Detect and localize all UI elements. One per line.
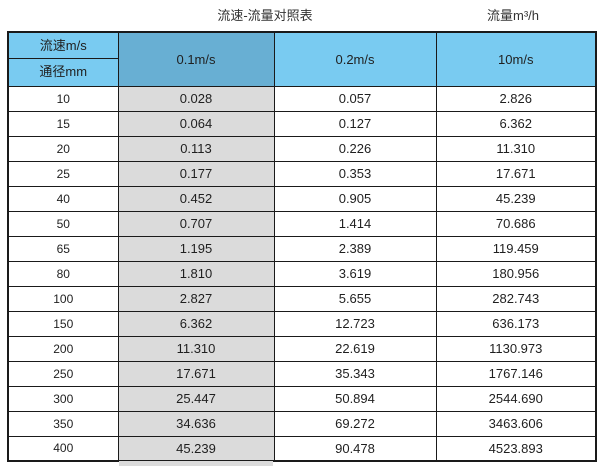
flow-value-cell: 0.353 (273, 160, 437, 187)
column-header-10ms: 10m/s (435, 31, 597, 87)
table-row: 65 1.195 2.389 119.459 (7, 235, 597, 262)
flow-value-cell: 6.362 (117, 310, 275, 337)
table-body: 流速m/s 通径mm 0.1m/s 0.2m/s 10m/s 10 0.028 0.… (7, 31, 597, 462)
flow-value-cell: 0.905 (273, 185, 437, 212)
flow-value-cell: 11.310 (435, 135, 597, 162)
table-row: 100 2.827 5.655 282.743 (7, 285, 597, 312)
table-row: 40 0.452 0.905 45.239 (7, 185, 597, 212)
table-row: 80 1.810 3.619 180.956 (7, 260, 597, 287)
flow-value-cell: 35.343 (273, 360, 437, 387)
page-title: 流速-流量对照表 (217, 8, 313, 23)
table-row: 25 0.177 0.353 17.671 (7, 160, 597, 187)
pipe-diameter-cell: 10 (7, 85, 119, 112)
flow-value-cell: 50.894 (273, 385, 437, 412)
corner-header-cell: 流速m/s 通径mm (7, 31, 119, 87)
table-row: 15 0.064 0.127 6.362 (7, 110, 597, 137)
flow-value-cell: 34.636 (117, 410, 275, 437)
flow-value-cell: 0.452 (117, 185, 275, 212)
flow-value-cell: 4523.893 (435, 435, 597, 462)
flow-value-cell: 2.826 (435, 85, 597, 112)
flow-value-cell: 1.414 (273, 210, 437, 237)
flow-value-cell: 0.127 (273, 110, 437, 137)
flow-value-cell: 12.723 (273, 310, 437, 337)
table-row: 10 0.028 0.057 2.826 (7, 85, 597, 112)
flow-value-cell: 25.447 (117, 385, 275, 412)
pipe-diameter-cell: 100 (7, 285, 119, 312)
column-header-0.2ms: 0.2m/s (273, 31, 437, 87)
pipe-diameter-cell: 40 (7, 185, 119, 212)
flow-value-cell: 0.226 (273, 135, 437, 162)
flow-value-cell: 70.686 (435, 210, 597, 237)
flow-value-cell: 1767.146 (435, 360, 597, 387)
pipe-diameter-cell: 20 (7, 135, 119, 162)
pipe-diameter-cell: 400 (7, 435, 119, 462)
flow-value-cell: 282.743 (435, 285, 597, 312)
flow-value-cell: 0.064 (117, 110, 275, 137)
pipe-diameter-cell: 200 (7, 335, 119, 362)
pipe-diameter-cell: 80 (7, 260, 119, 287)
pipe-diameter-cell: 25 (7, 160, 119, 187)
flow-value-cell: 1130.973 (435, 335, 597, 362)
gray-column-extension (119, 461, 273, 466)
pipe-diameter-cell: 350 (7, 410, 119, 437)
flow-unit-title: 流量m³/h (487, 8, 540, 23)
flow-value-cell: 90.478 (273, 435, 437, 462)
flow-rate-table: 流速m/s 通径mm 0.1m/s 0.2m/s 10m/s 10 0.028 0.… (7, 31, 597, 462)
flow-value-cell: 0.028 (117, 85, 275, 112)
flow-value-cell: 3.619 (273, 260, 437, 287)
flow-value-cell: 1.195 (117, 235, 275, 262)
flow-value-cell: 5.655 (273, 285, 437, 312)
pipe-diameter-cell: 65 (7, 235, 119, 262)
flow-value-cell: 180.956 (435, 260, 597, 287)
table-row: 150 6.362 12.723 636.173 (7, 310, 597, 337)
flow-value-cell: 0.707 (117, 210, 275, 237)
corner-label-flow-speed: 流速m/s (9, 33, 117, 60)
flow-value-cell: 6.362 (435, 110, 597, 137)
flow-value-cell: 0.113 (117, 135, 275, 162)
column-header-0.1ms: 0.1m/s (117, 31, 275, 87)
flow-value-cell: 17.671 (117, 360, 275, 387)
table-row: 350 34.636 69.272 3463.606 (7, 410, 597, 437)
pipe-diameter-cell: 300 (7, 385, 119, 412)
flow-value-cell: 119.459 (435, 235, 597, 262)
flow-value-cell: 17.671 (435, 160, 597, 187)
flow-value-cell: 1.810 (117, 260, 275, 287)
table-row: 200 11.310 22.619 1130.973 (7, 335, 597, 362)
table-row: 400 45.239 90.478 4523.893 (7, 435, 597, 462)
flow-value-cell: 2.827 (117, 285, 275, 312)
flow-value-cell: 2544.690 (435, 385, 597, 412)
flow-value-cell: 2.389 (273, 235, 437, 262)
flow-value-cell: 636.173 (435, 310, 597, 337)
flow-value-cell: 45.239 (435, 185, 597, 212)
header-row: 流速m/s 通径mm 0.1m/s 0.2m/s 10m/s (7, 31, 597, 87)
flow-value-cell: 45.239 (117, 435, 275, 462)
flow-value-cell: 3463.606 (435, 410, 597, 437)
pipe-diameter-cell: 50 (7, 210, 119, 237)
title-bar: 流速-流量对照表 流量m³/h (0, 0, 600, 31)
flow-value-cell: 0.057 (273, 85, 437, 112)
table-row: 250 17.671 35.343 1767.146 (7, 360, 597, 387)
pipe-diameter-cell: 150 (7, 310, 119, 337)
pipe-diameter-cell: 250 (7, 360, 119, 387)
pipe-diameter-cell: 15 (7, 110, 119, 137)
flow-value-cell: 22.619 (273, 335, 437, 362)
table-row: 300 25.447 50.894 2544.690 (7, 385, 597, 412)
table-row: 50 0.707 1.414 70.686 (7, 210, 597, 237)
table-row: 20 0.113 0.226 11.310 (7, 135, 597, 162)
flow-value-cell: 69.272 (273, 410, 437, 437)
flow-value-cell: 11.310 (117, 335, 275, 362)
flow-value-cell: 0.177 (117, 160, 275, 187)
corner-label-diameter: 通径mm (39, 64, 88, 80)
